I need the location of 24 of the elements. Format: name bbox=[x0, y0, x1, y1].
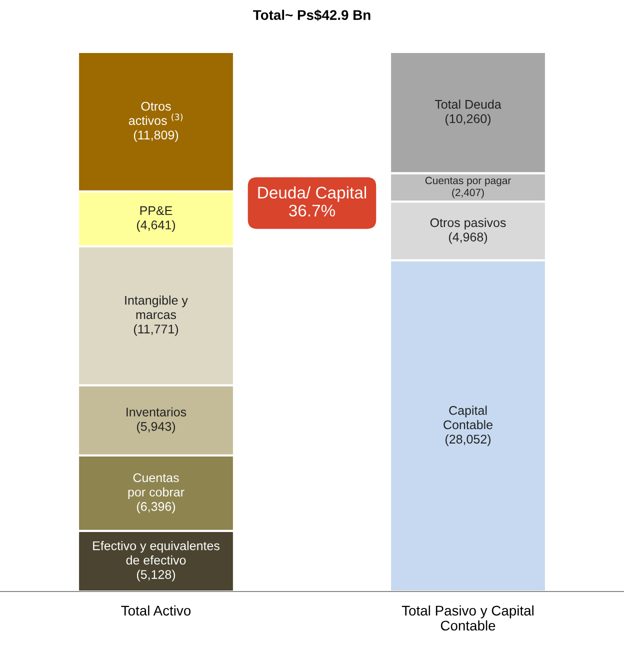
data-label: (4,968) bbox=[448, 232, 488, 244]
series-label: Total Deuda bbox=[434, 100, 502, 109]
data-label: (5,128) bbox=[136, 570, 176, 582]
series-label: Otros activos $^{(3)}$ bbox=[128, 102, 183, 125]
data-label: (4,641) bbox=[136, 220, 176, 232]
series-label: Cuentas por cobrar bbox=[128, 473, 184, 500]
series-label: Inventarios bbox=[126, 407, 186, 417]
data-label: (10,260) bbox=[446, 114, 491, 126]
data-label: (28,052) bbox=[446, 434, 491, 446]
data-label: (6,396) bbox=[136, 502, 176, 514]
x-tick-label: Total Pasivo y Capital Contable bbox=[402, 605, 534, 631]
series-label: Intangible y marcas bbox=[125, 296, 188, 320]
series-label: PP&E bbox=[140, 206, 172, 216]
series-label: Cuentas por pagar bbox=[425, 176, 511, 186]
data-label: (5,943) bbox=[136, 422, 176, 434]
data-label: (2,407) bbox=[452, 188, 484, 198]
series-label: Efectivo y equivalentes de efectivo bbox=[93, 541, 220, 565]
chart-title: Total~ Ps$42.9 Bn bbox=[253, 10, 370, 21]
data-label: (11,809) bbox=[134, 130, 178, 142]
series-label: Capital Contable bbox=[444, 406, 492, 430]
annotation: Deuda/ Capital 36.7% bbox=[258, 186, 366, 217]
data-label: (11,771) bbox=[134, 324, 178, 336]
series-label: Otros pasivos bbox=[430, 218, 506, 230]
x-tick-label: Total Activo bbox=[121, 605, 191, 616]
